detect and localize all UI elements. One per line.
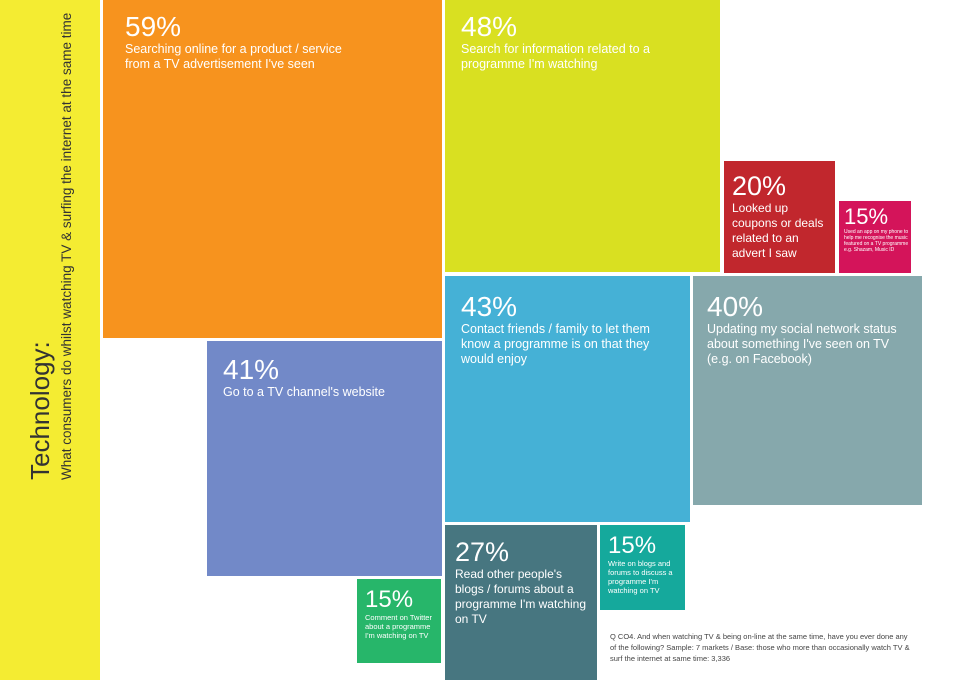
treemap-tile: 48% Search for information related to a p…: [445, 0, 720, 272]
tile-percentage: 15%: [365, 586, 414, 613]
tile-description: Updating my social network status about …: [707, 322, 897, 366]
treemap-tile: 20% Looked up coupons or deals related to…: [724, 161, 835, 273]
footnote: Q CO4. And when watching TV & being on-l…: [610, 632, 910, 663]
sidebar-text: Technology: What consumers do whilst wat…: [25, 10, 75, 480]
tile-percentage: 20%: [732, 171, 787, 201]
tile-description: Looked up coupons or deals related to an…: [732, 201, 824, 260]
tile-description: Used an app on my phone to help me recog…: [844, 229, 909, 253]
tile-percentage: 15%: [844, 204, 889, 229]
tile-description: Contact friends / family to let them kno…: [461, 322, 650, 366]
tile-percentage: 15%: [608, 532, 657, 559]
tile-percentage: 41%: [223, 354, 280, 385]
tile-description: Go to a TV channel's website: [223, 385, 385, 399]
title-sidebar: Technology: What consumers do whilst wat…: [0, 0, 100, 680]
tile-description: Read other people's blogs / forums about…: [455, 567, 587, 626]
treemap-tile: 41% Go to a TV channel's website: [207, 341, 442, 576]
treemap-tile: 15% Comment on Twitter about a programme …: [357, 579, 441, 663]
treemap-tile: 15% Used an app on my phone to help me re…: [839, 201, 911, 273]
tile-percentage: 48%: [461, 11, 518, 42]
tile-percentage: 40%: [707, 291, 764, 322]
tile-percentage: 43%: [461, 291, 518, 322]
treemap-tile: 43% Contact friends / family to let them …: [445, 276, 690, 522]
treemap-tile: 59% Searching online for a product / serv…: [103, 0, 442, 338]
treemap-tile: 27% Read other people's blogs / forums ab…: [445, 525, 597, 680]
page-title: Technology:: [25, 341, 55, 480]
tile-percentage: 59%: [125, 11, 182, 42]
treemap-tile: 40% Updating my social network status abo…: [693, 276, 922, 505]
page-subtitle: What consumers do whilst watching TV & s…: [59, 12, 74, 480]
tile-description: Write on blogs and forums to discuss a p…: [608, 559, 673, 595]
tile-description: Search for information related to a prog…: [461, 42, 650, 71]
tile-description: Comment on Twitter about a programme I'm…: [365, 613, 432, 640]
treemap-tile: 15% Write on blogs and forums to discuss …: [600, 525, 685, 610]
tile-description: Searching online for a product / service…: [125, 42, 342, 71]
tile-percentage: 27%: [455, 537, 510, 567]
